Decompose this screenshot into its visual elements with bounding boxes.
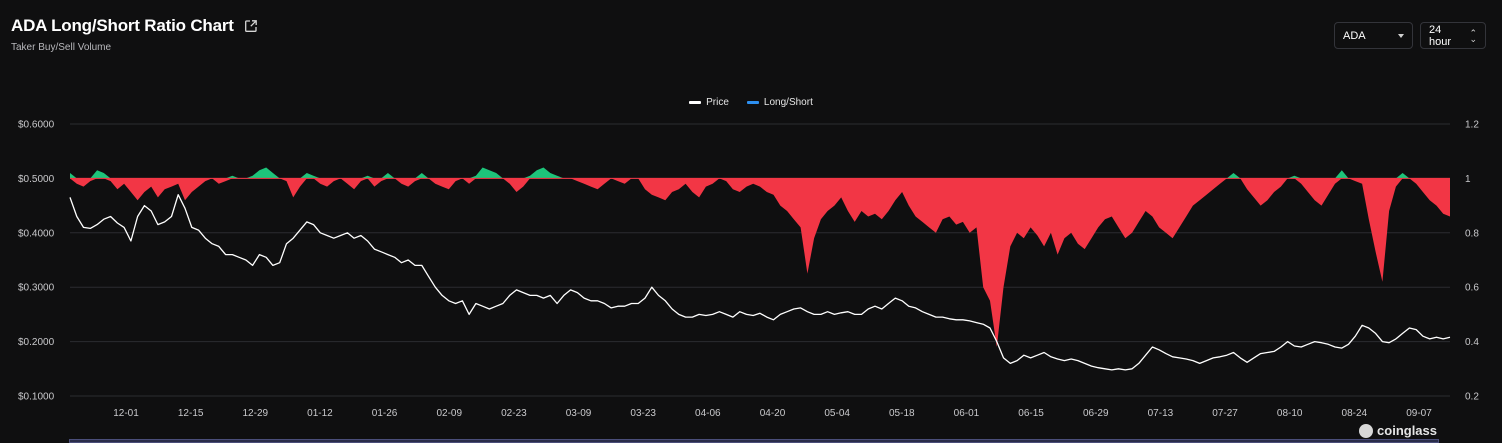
y-tick-label-right: 1 [1465,174,1471,185]
y-tick-label-right: 0.2 [1465,392,1479,403]
x-tick-label: 06-01 [954,408,980,419]
y-tick-label-right: 1.2 [1465,120,1479,131]
x-tick-label: 08-24 [1342,408,1368,419]
legend-item-price[interactable]: Price [689,97,729,108]
x-tick-label: 04-06 [695,408,721,419]
external-link-icon[interactable] [244,19,258,33]
x-tick-label: 02-23 [501,408,527,419]
x-tick-label: 06-29 [1083,408,1109,419]
y-tick-label-left: $0.1000 [18,392,55,403]
legend-swatch-price [689,101,702,104]
legend-swatch-long-short [746,101,759,104]
x-tick-label: 12-15 [178,408,204,419]
x-tick-label: 05-04 [824,408,850,419]
page-title: ADA Long/Short Ratio Chart [11,16,234,35]
coinglass-logo-icon [1359,423,1374,438]
y-tick-label-right: 0.8 [1465,228,1479,239]
x-tick-label: 01-26 [372,408,398,419]
legend-label-long-short: Long/Short [763,97,813,108]
legend-item-long-short[interactable]: Long/Short [746,97,813,108]
x-tick-label: 02-09 [436,408,462,419]
price-line [69,194,1451,371]
chart-legend: Price Long/Short [0,97,1502,108]
asset-select[interactable]: ADA [1334,22,1413,49]
y-tick-label-left: $0.4000 [18,228,55,239]
x-tick-label: 05-18 [889,408,915,419]
sort-arrows-icon: ⌃ ⌄ [1469,27,1477,44]
long-short-area-positive [70,167,1450,179]
x-tick-label: 09-07 [1406,408,1432,419]
x-tick-label: 08-10 [1277,408,1303,419]
x-tick-label: 07-13 [1148,408,1174,419]
chart-zoom-scrollbar[interactable] [69,439,1439,443]
x-tick-label: 07-27 [1212,408,1238,419]
period-select[interactable]: 24 hour ⌃ ⌄ [1420,22,1486,49]
y-tick-label-left: $0.5000 [18,174,55,185]
chart-header: ADA Long/Short Ratio Chart Taker Buy/Sel… [11,16,258,53]
x-tick-label: 01-12 [307,408,333,419]
watermark-text: coinglass [1377,423,1437,438]
chevron-down-icon [1398,33,1404,38]
x-tick-label: 03-23 [630,408,656,419]
chart-controls: ADA 24 hour ⌃ ⌄ [1334,22,1486,49]
page-subtitle: Taker Buy/Sell Volume [11,42,112,53]
y-tick-label-right: 0.6 [1465,283,1479,294]
x-tick-label: 06-15 [1018,408,1044,419]
x-tick-label: 12-29 [243,408,269,419]
y-tick-label-right: 0.4 [1465,337,1479,348]
y-tick-label-left: $0.2000 [18,337,55,348]
x-tick-label: 03-09 [566,408,592,419]
coinglass-watermark: coinglass [1359,423,1437,438]
legend-label-price: Price [706,97,729,108]
x-tick-label: 12-01 [113,408,139,419]
asset-select-value: ADA [1343,29,1366,42]
period-select-value: 24 hour [1429,23,1452,48]
y-tick-label-left: $0.6000 [18,120,55,131]
y-tick-label-left: $0.3000 [18,283,55,294]
x-tick-label: 04-20 [760,408,786,419]
long-short-area-negative [70,178,1450,347]
